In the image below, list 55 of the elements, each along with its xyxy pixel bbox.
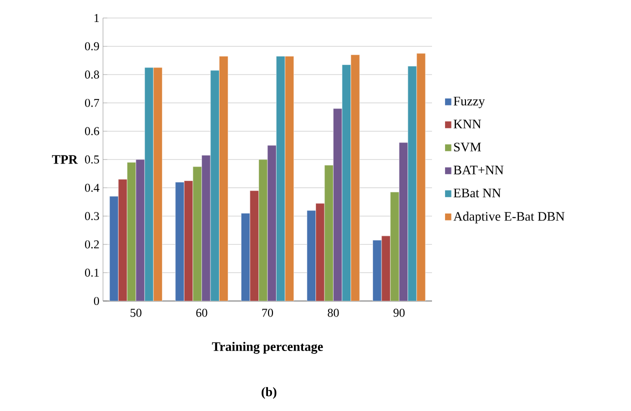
bar xyxy=(416,53,426,301)
x-tick-label: 60 xyxy=(196,308,208,317)
x-tick-label: 80 xyxy=(328,308,339,317)
bar xyxy=(126,162,136,301)
bar xyxy=(372,240,382,301)
bar xyxy=(118,179,128,301)
bar xyxy=(175,182,184,301)
legend-label: BAT+NN xyxy=(454,166,504,174)
x-axis-title: Training percentage xyxy=(212,342,323,354)
bar xyxy=(408,66,417,301)
bar xyxy=(219,56,228,301)
x-tick-label: 70 xyxy=(262,308,274,317)
legend-label: KNN xyxy=(454,120,482,128)
y-tick-label: 0 xyxy=(94,296,100,306)
bar xyxy=(342,64,351,301)
y-tick-label: 0.1 xyxy=(84,268,99,277)
bar xyxy=(109,196,118,301)
bar xyxy=(381,236,390,301)
legend-label: Fuzzy xyxy=(454,96,485,108)
legend-label: SVM xyxy=(454,142,481,152)
y-tick-label: 0.4 xyxy=(84,184,100,192)
bar xyxy=(316,203,325,301)
legend-label: Adaptive E-Bat DBN xyxy=(453,212,565,224)
text: (b) xyxy=(262,387,276,399)
y-tick-label: 0.9 xyxy=(84,42,99,50)
bar xyxy=(202,155,211,301)
y-tick-label: 0.5 xyxy=(84,155,100,164)
bar xyxy=(241,213,250,301)
y-tick-label: 0.8 xyxy=(84,70,100,79)
bar xyxy=(350,54,360,301)
legend-label: EBat NN xyxy=(454,188,501,198)
bar xyxy=(136,159,145,301)
bar xyxy=(398,142,408,301)
y-tick-label: 0.6 xyxy=(84,127,100,136)
bar xyxy=(210,70,220,301)
bar xyxy=(284,56,294,301)
x-tick-label: 90 xyxy=(394,308,405,317)
y-tick-label: 1 xyxy=(94,14,99,22)
bar xyxy=(333,108,342,301)
bar xyxy=(144,67,154,301)
bar xyxy=(250,190,259,301)
bar xyxy=(306,210,316,301)
bar xyxy=(267,145,276,301)
bar xyxy=(258,159,268,301)
y-tick-label: 0.3 xyxy=(84,212,100,220)
bar xyxy=(390,192,400,301)
bar xyxy=(153,67,162,301)
y-tick-label: 0.2 xyxy=(84,240,99,248)
bar xyxy=(184,180,194,301)
bar xyxy=(324,165,334,301)
bar xyxy=(276,56,286,301)
bar xyxy=(192,166,202,301)
x-tick-label: 50 xyxy=(130,308,142,317)
y-tick-label: 0.7 xyxy=(84,98,100,107)
y-axis-title: TPR xyxy=(52,155,78,164)
